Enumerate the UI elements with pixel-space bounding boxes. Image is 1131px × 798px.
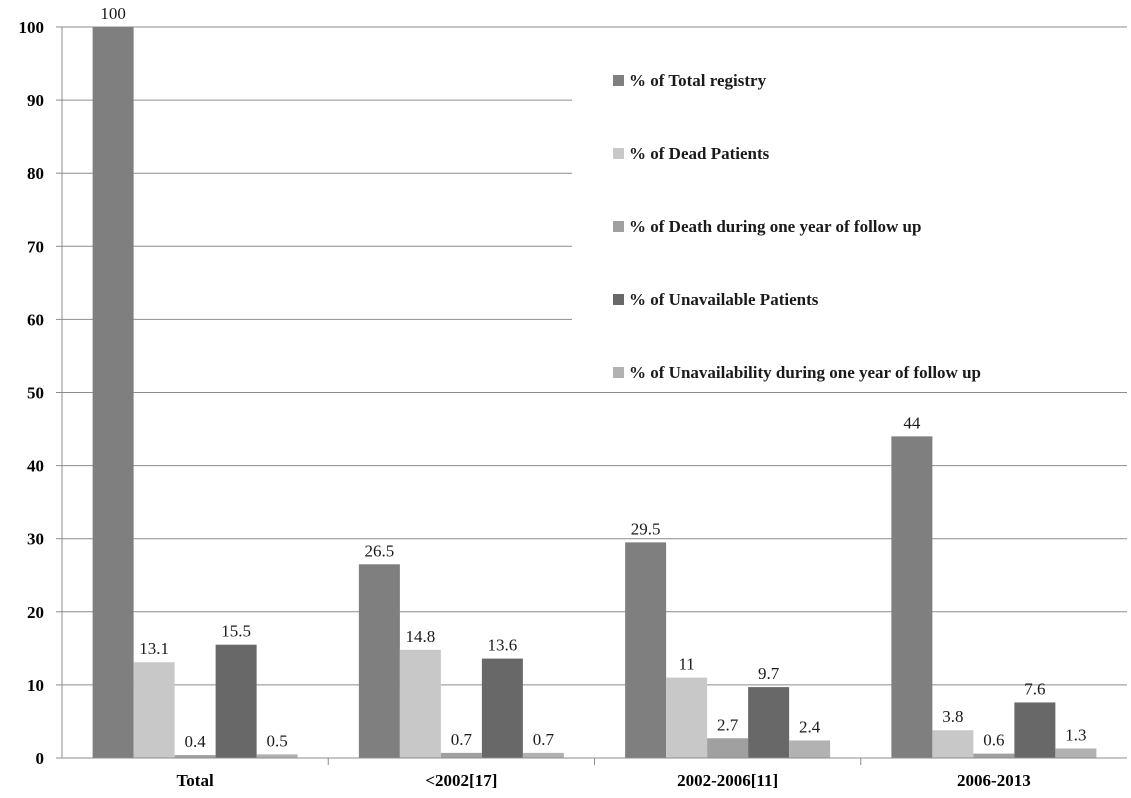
data-label: 44 [903,413,921,432]
y-tick-label: 40 [27,457,44,476]
y-tick-label: 0 [36,749,45,768]
bar [399,649,441,758]
y-tick-label: 100 [19,18,45,37]
y-tick-label: 70 [27,237,44,256]
legend-label: % of Total registry [629,71,767,90]
data-label: 2.7 [717,715,739,734]
data-label: 3.8 [942,707,963,726]
bar [707,738,749,758]
data-label: 2.4 [799,717,821,736]
data-label: 13.1 [139,639,169,658]
data-labels: 100 13.1 0.4 15.5 0.5 26.5 14.8 0.7 13.6 0.7 29.5 1… [100,4,1086,751]
bar [748,687,790,758]
x-category-label: <2002[17] [425,771,497,790]
y-tick-label: 50 [27,384,44,403]
data-label: 13.6 [488,636,518,655]
data-label: 0.4 [185,732,207,751]
bar [440,752,482,758]
legend-label: % of Unavailable Patients [629,290,819,309]
y-tick-label: 80 [27,164,44,183]
x-axis-category-labels: Total <2002[17] 2002-2006[11] 2006-2013 [177,771,1031,790]
bar [174,755,216,758]
y-tick-label: 30 [27,530,44,549]
bar [522,752,564,758]
legend-label: % of Unavailability during one year of f… [629,363,981,382]
data-label: 1.3 [1065,725,1086,744]
bar [789,740,831,758]
legend: % of Total registry % of Dead Patients % o… [572,42,1127,382]
x-category-label: 2002-2006[11] [677,771,778,790]
legend-swatch [613,75,624,86]
data-label: 29.5 [631,519,661,538]
bar [891,436,933,758]
bar [358,564,400,758]
data-label: 15.5 [221,622,251,641]
legend-label: % of Death during one year of follow up [629,217,921,236]
legend-label: % of Dead Patients [629,144,770,163]
x-category-label: Total [177,771,214,790]
bar [481,658,523,758]
data-label: 0.5 [267,731,288,750]
bar [133,662,175,758]
bar [1055,748,1097,758]
y-tick-label: 20 [27,603,44,622]
bar [92,27,134,758]
legend-background [572,42,1127,320]
bar [1014,702,1056,758]
bar [932,730,974,758]
bar [666,677,708,758]
bar [256,754,298,758]
data-label: 0.6 [983,731,1004,750]
bars [92,27,1097,758]
data-label: 26.5 [365,541,395,560]
data-label: 14.8 [406,627,436,646]
data-label: 100 [100,4,126,23]
y-tick-label: 90 [27,91,44,110]
y-tick-label: 10 [27,676,44,695]
x-category-label: 2006-2013 [957,771,1031,790]
bar [973,753,1015,758]
axes [56,26,1127,765]
legend-swatch [613,367,624,378]
bar [625,542,667,758]
data-label: 7.6 [1024,679,1045,698]
data-label: 0.7 [451,730,473,749]
y-axis-tick-labels: 0 10 20 30 40 50 60 70 80 90 100 [19,18,45,768]
legend-swatch [613,221,624,232]
legend-swatch [613,148,624,159]
data-label: 0.7 [533,730,555,749]
data-label: 9.7 [758,664,780,683]
bar [215,644,257,758]
y-tick-label: 60 [27,310,44,329]
legend-swatch [613,294,624,305]
data-label: 11 [678,655,694,674]
